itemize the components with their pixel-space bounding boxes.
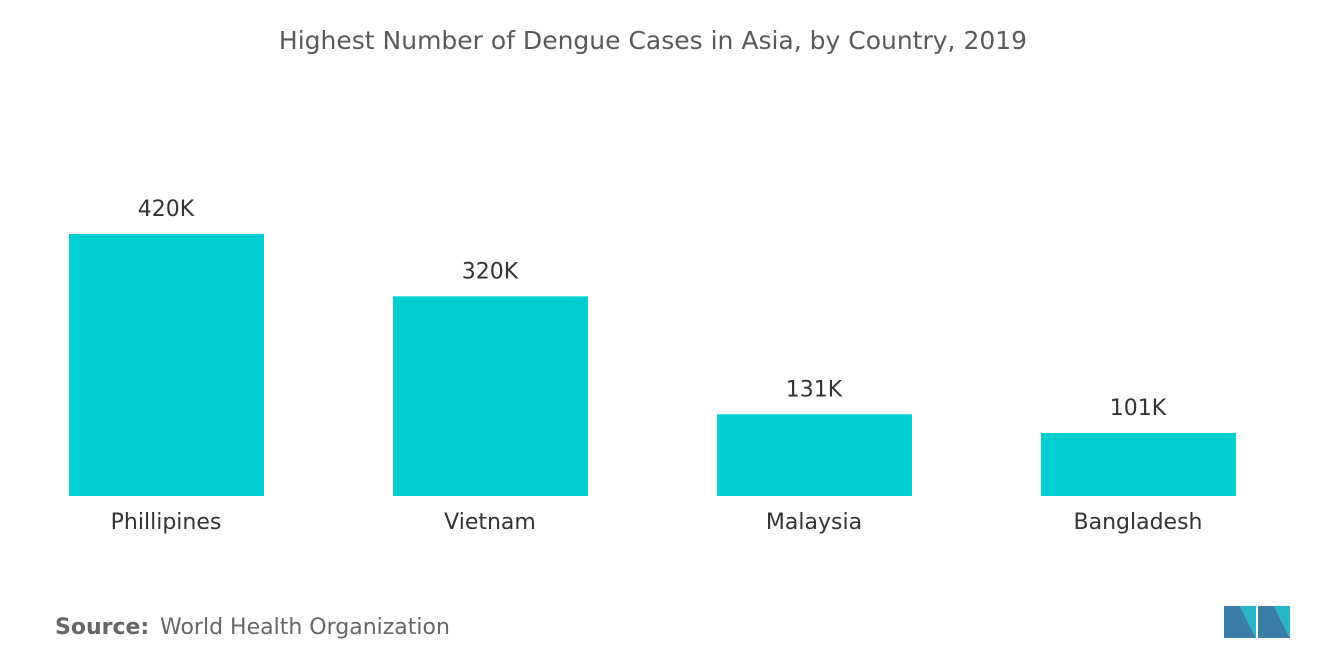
source-label: Source: xyxy=(55,615,149,640)
x-tick-label: Vietnam xyxy=(444,510,536,535)
bar xyxy=(1041,432,1236,496)
source: World Health Organization xyxy=(160,615,450,640)
value-label: 131K xyxy=(786,377,843,402)
x-tick-label: Bangladesh xyxy=(1074,510,1203,535)
chart-title: Highest Number of Dengue Cases in Asia, … xyxy=(279,26,1027,55)
bar xyxy=(717,414,912,496)
value-label: 320K xyxy=(462,259,519,284)
x-tick-label: Phillipines xyxy=(111,510,222,535)
x-tick-label: Malaysia xyxy=(766,510,862,535)
bar xyxy=(393,296,588,496)
bar xyxy=(69,234,264,496)
value-label: 420K xyxy=(138,197,195,222)
logo xyxy=(1224,606,1290,638)
value-label: 101K xyxy=(1110,396,1167,421)
